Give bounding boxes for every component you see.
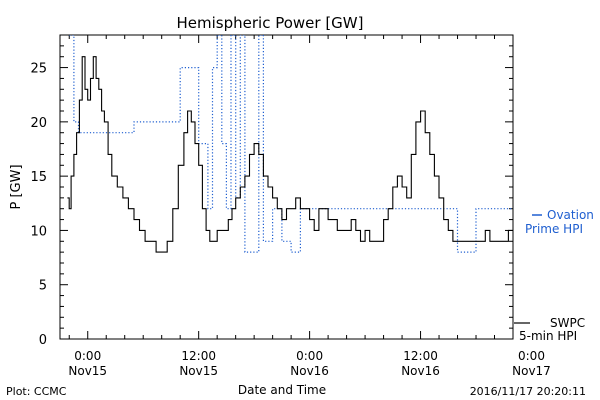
y-tick-label: 15: [30, 170, 47, 185]
y-tick-label: 0: [39, 333, 47, 348]
x-tick-date-label: Nov15: [179, 364, 218, 378]
x-tick-date-label: Nov15: [68, 364, 107, 378]
y-axis-label: P [GW]: [9, 164, 24, 209]
legend-swpc-line2: 5-min HPI: [519, 329, 577, 343]
x-tick-time-label: 12:00: [403, 349, 438, 363]
chart-title: Hemispheric Power [GW]: [177, 14, 364, 32]
x-tick-time-label: 0:00: [296, 349, 323, 363]
x-tick-date-label: Nov17: [512, 364, 551, 378]
y-tick-label: 10: [30, 224, 47, 239]
x-tick-date-label: Nov16: [290, 364, 329, 378]
legend-ovation: Ovation Prime HPI: [525, 208, 594, 236]
plot-credit: Plot: CCMC: [6, 385, 67, 398]
series-swpc-line: [67, 56, 513, 253]
y-tick-label: 25: [30, 62, 47, 77]
legend-ovation-line2: Prime HPI: [525, 222, 583, 236]
series-layer: [67, 35, 513, 253]
x-tick-time-label: 0:00: [518, 349, 545, 363]
legend-swpc: SWPC 5-min HPI: [514, 316, 585, 343]
x-tick-time-label: 0:00: [74, 349, 101, 363]
x-tick-date-label: Nov16: [401, 364, 440, 378]
x-tick-time-label: 12:00: [181, 349, 216, 363]
plot-timestamp: 2016/11/17 20:20:11: [470, 385, 586, 398]
legend-ovation-line1: Ovation: [547, 208, 594, 222]
legend-swpc-line1: SWPC: [550, 316, 585, 330]
y-axis: 0 5 10 15 20 25: [30, 34, 513, 348]
x-axis-label: Date and Time: [238, 383, 326, 397]
y-tick-label: 20: [30, 116, 47, 131]
y-tick-label: 5: [39, 279, 47, 294]
x-axis: 0:00Nov1512:00Nov150:00Nov1612:00Nov160:…: [68, 35, 551, 378]
series-ovation-line: [69, 35, 513, 253]
